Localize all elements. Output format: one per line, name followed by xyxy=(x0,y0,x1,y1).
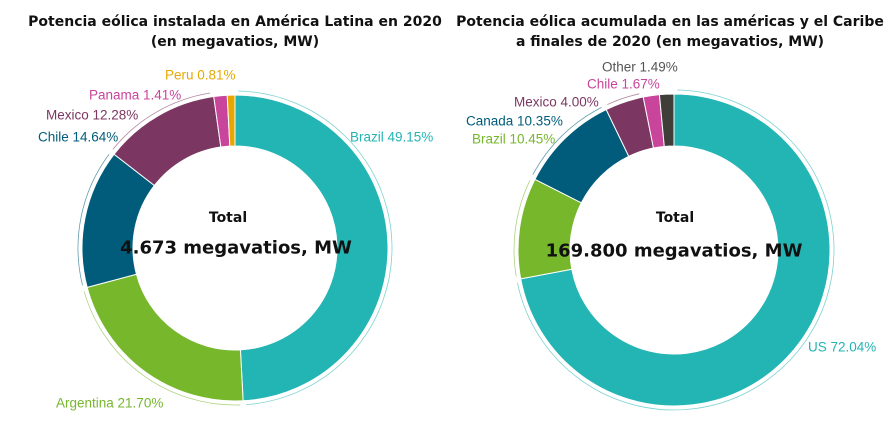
slice-brazil xyxy=(234,94,389,402)
slice-peru xyxy=(226,94,236,147)
leader-arc xyxy=(516,89,835,411)
slice-us xyxy=(520,93,831,407)
slice-label: Brazil 10.45% xyxy=(472,131,556,147)
chart-2-title-line-2: a finales de 2020 (en megavatios, MW) xyxy=(515,34,825,50)
chart-2-title-line-1: Potencia eólica acumulada en las américa… xyxy=(456,14,884,30)
slice-label: Chile 1.67% xyxy=(587,76,660,92)
leader-arc xyxy=(513,180,531,277)
chart-2-center-label: Total xyxy=(655,210,695,226)
slice-label: Chile 14.64% xyxy=(38,129,119,145)
leader-arc xyxy=(532,106,602,175)
leader-arc xyxy=(77,154,110,286)
chart-1-title: Potencia eólica instalada en América Lat… xyxy=(20,12,450,52)
chart-1-center-label: Total xyxy=(208,210,248,226)
slice-label: Argentina 21.70% xyxy=(56,395,164,411)
slice-label: Mexico 12.28% xyxy=(46,107,139,123)
chart-2-center-value: 169.800 megavatios, MW xyxy=(545,240,803,262)
leader-arc xyxy=(112,92,211,150)
leader-arc xyxy=(83,291,241,406)
slice-label: US 72.04% xyxy=(808,339,877,355)
leader-arc xyxy=(607,93,640,105)
chart-1-title-line-2: (en megavatios, MW) xyxy=(150,34,320,50)
slice-label: Other 1.49% xyxy=(602,59,678,75)
slice-label: Mexico 4.00% xyxy=(514,94,599,110)
slice-other xyxy=(658,93,675,147)
slice-label: Peru 0.81% xyxy=(165,67,236,83)
slice-label: Canada 10.35% xyxy=(466,113,563,129)
chart-1-center-value: 4.673 megavatios, MW xyxy=(120,237,352,259)
chart-1-title-line-1: Potencia eólica instalada en América Lat… xyxy=(28,14,442,30)
slice-label: Brazil 49.15% xyxy=(350,129,434,145)
leader-arc xyxy=(238,90,393,405)
chart-2-title: Potencia eólica acumulada en las américa… xyxy=(455,12,885,52)
slice-argentina xyxy=(86,273,244,402)
slice-label: Panama 1.41% xyxy=(89,87,182,103)
